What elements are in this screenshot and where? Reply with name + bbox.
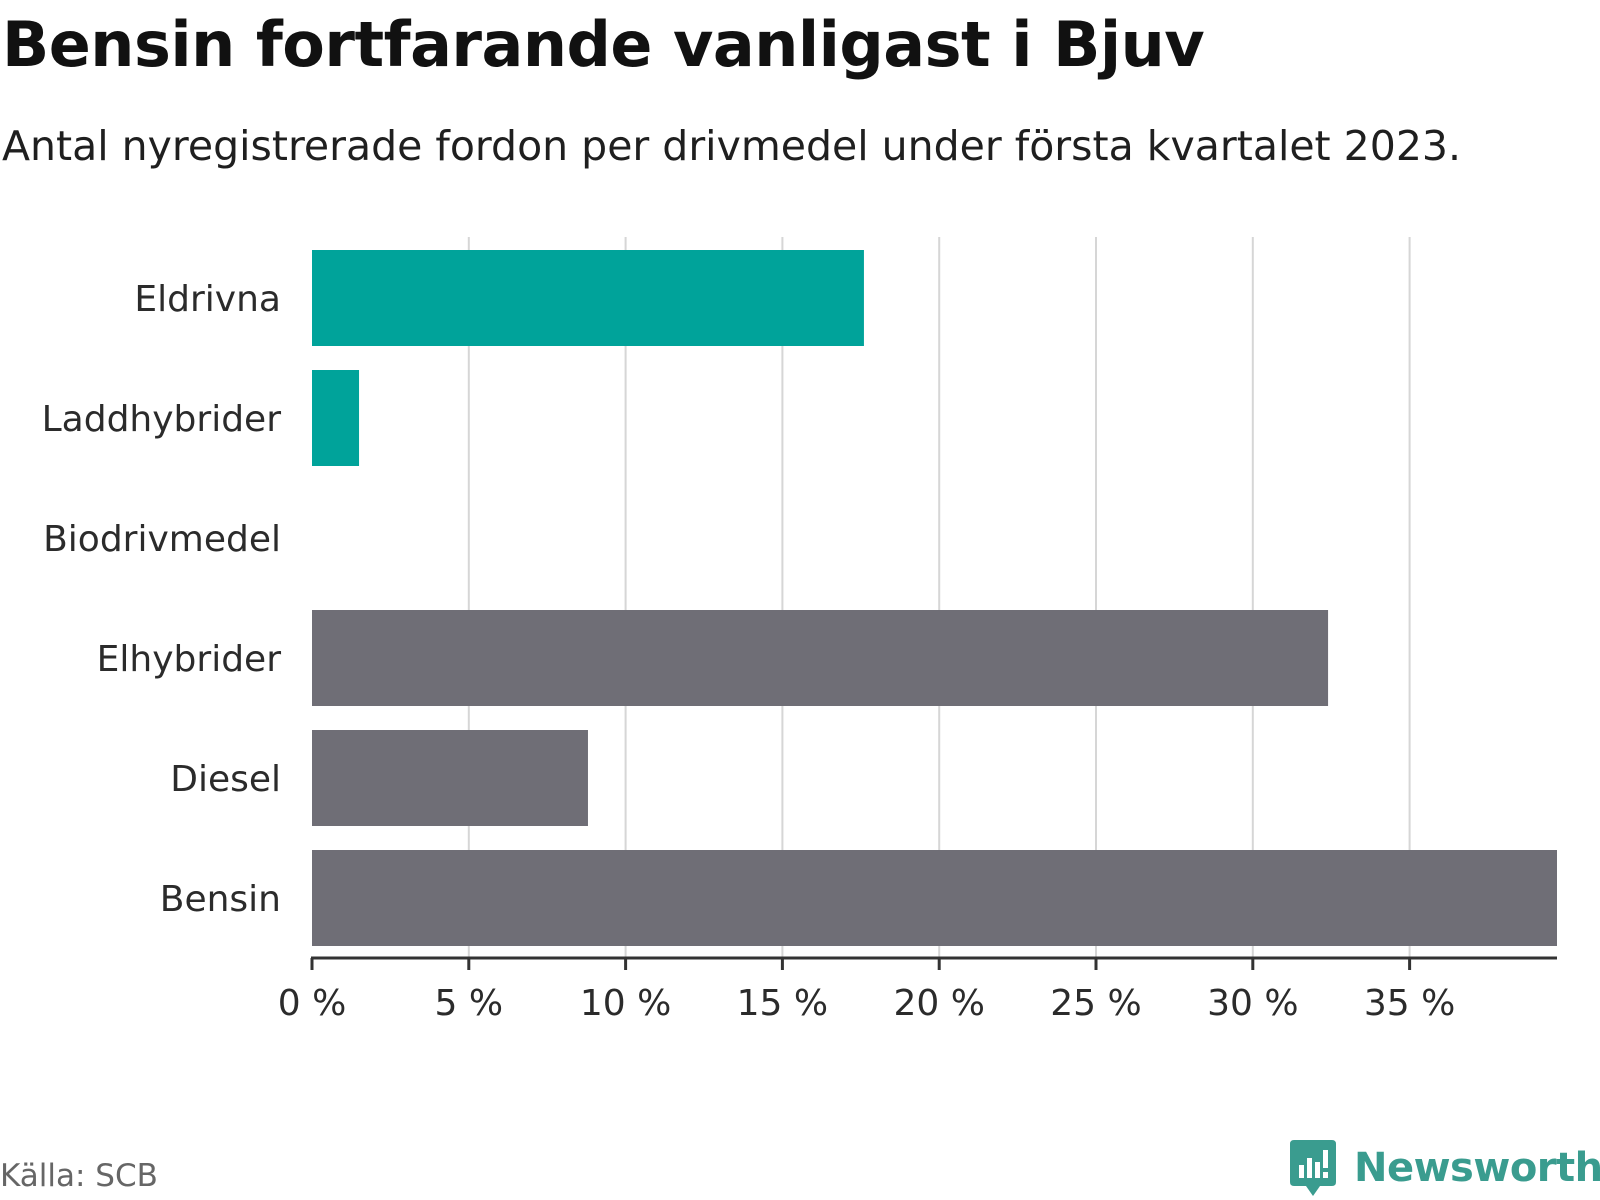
source-note: Källa: SCB — [0, 1158, 158, 1194]
x-tick-label: 5 % — [435, 983, 504, 1024]
x-tick-label: 20 % — [893, 983, 984, 1024]
bar-chart-speech-bubble-icon — [1290, 1140, 1336, 1196]
category-label: Elhybrider — [97, 639, 282, 680]
category-label: Eldrivna — [134, 279, 281, 320]
category-label: Biodrivmedel — [43, 519, 281, 560]
bar — [312, 610, 1329, 706]
category-label: Bensin — [160, 879, 281, 920]
chart-title: Bensin fortfarande vanligast i Bjuv — [2, 8, 1205, 81]
x-tick-label: 0 % — [278, 983, 347, 1024]
chart-subtitle: Antal nyregistrerade fordon per drivmede… — [2, 122, 1462, 170]
x-tick-label: 15 % — [737, 983, 828, 1024]
category-label: Laddhybrider — [42, 399, 282, 440]
bar — [312, 370, 360, 466]
x-tick-label: 35 % — [1364, 983, 1455, 1024]
x-tick-label: 30 % — [1207, 983, 1298, 1024]
brand-name: Newsworthy — [1354, 1145, 1600, 1191]
x-tick-label: 25 % — [1050, 983, 1141, 1024]
bar — [312, 850, 1557, 946]
bar — [312, 250, 864, 346]
bar-chart: Eldrivna Laddhybrider Biodrivmedel Elhybrid… — [42, 237, 1557, 1024]
x-tick-label: 10 % — [580, 983, 671, 1024]
brand-logo: Newsworthy — [1288, 1138, 1600, 1198]
category-label: Diesel — [170, 759, 281, 800]
bar — [312, 730, 588, 826]
